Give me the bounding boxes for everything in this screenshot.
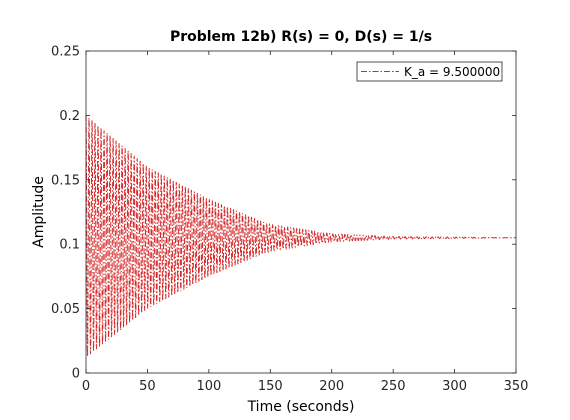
x-tick-label: 250 xyxy=(381,379,406,394)
legend[interactable]: K_a = 9.500000 xyxy=(356,61,503,82)
x-tick-label: 200 xyxy=(319,379,344,394)
y-tick-label: 0.1 xyxy=(59,238,80,253)
x-tick-label: 350 xyxy=(504,379,529,394)
legend-box xyxy=(356,61,503,82)
x-tick-label: 300 xyxy=(442,379,467,394)
plot-frame xyxy=(85,50,517,374)
ticks-layer: 0 50 100 150 200 250 300 350 0 0.05 0.1 0.15 0.2 0.25 xyxy=(51,45,528,395)
y-tick-label: 0 xyxy=(72,367,80,382)
y-tick-label: 0.25 xyxy=(51,45,80,60)
y-tick-label: 0.15 xyxy=(51,173,80,188)
legend-entry-label: K_a = 9.500000 xyxy=(404,65,500,79)
x-axis-label: Time (seconds) xyxy=(247,399,355,415)
y-tick-label: 0.2 xyxy=(59,109,80,124)
y-axis-label: Amplitude xyxy=(31,176,47,248)
x-tick-label: 150 xyxy=(258,379,283,394)
plot-area xyxy=(86,51,516,373)
y-tick-label: 0.05 xyxy=(51,302,80,317)
x-tick-label: 50 xyxy=(139,379,156,394)
x-tick-label: 0 xyxy=(82,379,90,394)
series-line xyxy=(85,115,516,357)
chart-title: Problem 12b) R(s) = 0, D(s) = 1/s xyxy=(170,29,432,45)
series-layer xyxy=(85,115,516,357)
x-tick-label: 100 xyxy=(196,379,221,394)
